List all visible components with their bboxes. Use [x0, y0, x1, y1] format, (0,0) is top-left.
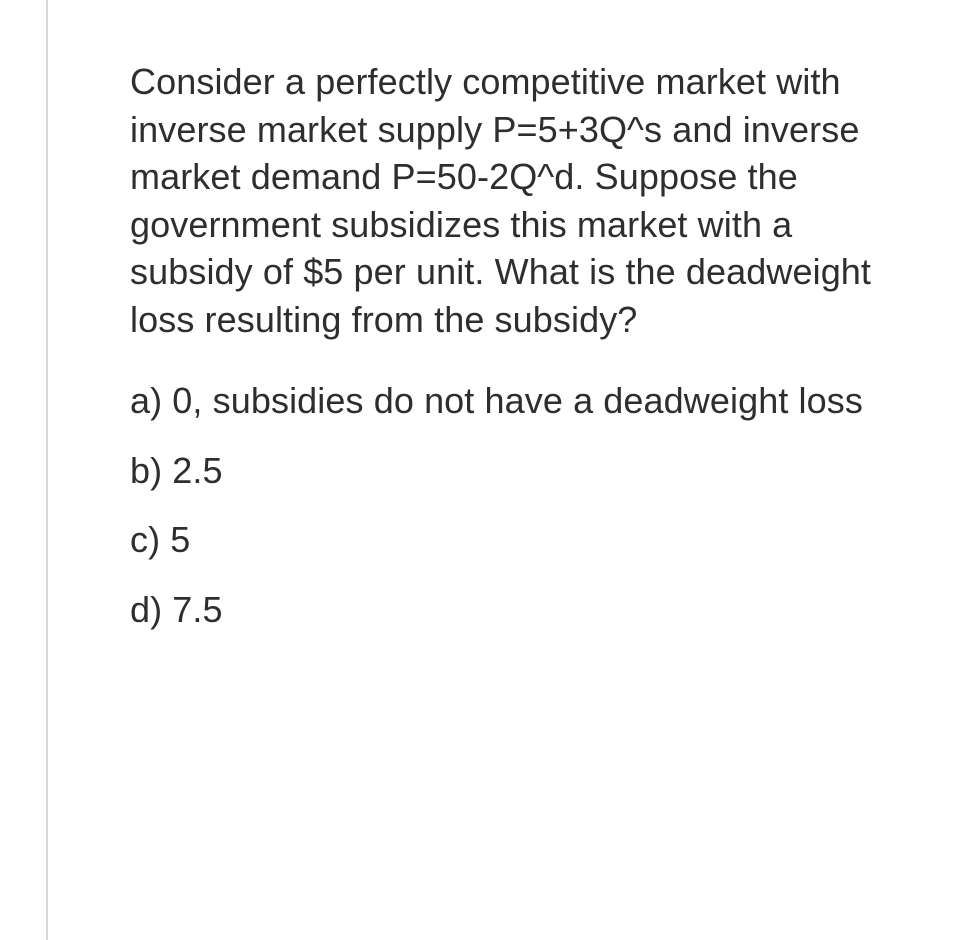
question-stem: Consider a perfectly competitive market …	[130, 58, 890, 343]
question-card: Consider a perfectly competitive market …	[0, 0, 970, 940]
left-rule	[46, 0, 48, 940]
option-a[interactable]: a) 0, subsidies do not have a deadweight…	[130, 377, 890, 425]
option-c[interactable]: c) 5	[130, 516, 890, 564]
option-b[interactable]: b) 2.5	[130, 447, 890, 495]
option-d[interactable]: d) 7.5	[130, 586, 890, 634]
question-content: Consider a perfectly competitive market …	[130, 58, 890, 655]
